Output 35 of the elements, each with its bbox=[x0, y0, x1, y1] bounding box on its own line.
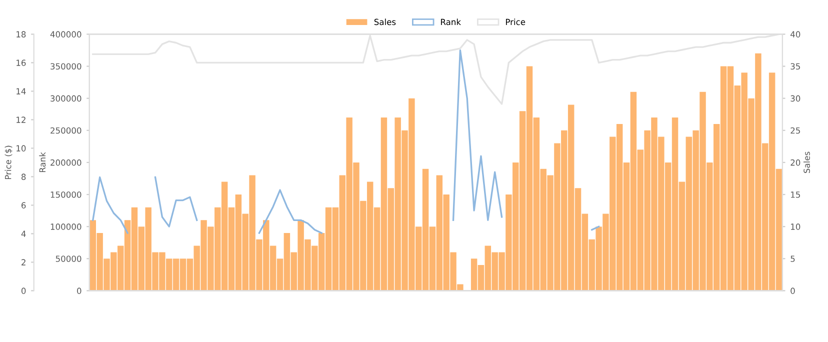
y2-tick-label: 15 bbox=[791, 192, 800, 198]
y-tick-label: 100000 bbox=[50, 224, 82, 230]
y2-tick-label: 10 bbox=[791, 224, 800, 230]
y2-tick-label: 20 bbox=[790, 159, 800, 166]
y3-tick-label: 10 bbox=[16, 145, 26, 152]
y-tick-label: 250000 bbox=[50, 127, 82, 134]
legend-label: Price bbox=[506, 18, 526, 26]
y-tick-label: 150000 bbox=[50, 191, 82, 198]
y2-tick-label: 25 bbox=[790, 127, 800, 134]
y2-tick-label: 40 bbox=[790, 31, 800, 38]
y-tick-label: 400000 bbox=[50, 31, 82, 38]
y2-tick-label: 5 bbox=[790, 256, 795, 262]
legend-label: Rank bbox=[441, 18, 462, 26]
y3-tick-label: 0 bbox=[21, 288, 26, 294]
y3-tick-label: 6 bbox=[22, 202, 26, 208]
y3-axis-title: Price ($) bbox=[4, 146, 12, 180]
y3-tick-label: 8 bbox=[21, 174, 26, 180]
y3-tick-label: 4 bbox=[21, 230, 26, 237]
legend-label: Sales bbox=[374, 18, 396, 26]
y3-tick-label: 14 bbox=[16, 88, 26, 94]
y3-tick-label: 2 bbox=[22, 259, 26, 266]
y2-tick-label: 30 bbox=[790, 95, 800, 102]
y-tick-label: 0 bbox=[77, 288, 82, 294]
line-series bbox=[92, 34, 780, 105]
y-tick-label: 50000 bbox=[56, 256, 82, 262]
y-tick-label: 350000 bbox=[50, 63, 82, 70]
y-tick-label: 300000 bbox=[50, 95, 82, 102]
y2-axis-title: Sales bbox=[803, 152, 810, 173]
y3-tick-label: 16 bbox=[16, 60, 26, 66]
y2-tick-label: 35 bbox=[790, 63, 800, 70]
y-axis-title: Rank bbox=[39, 152, 46, 172]
y-tick-label: 200000 bbox=[50, 159, 82, 166]
y2-tick-label: 0 bbox=[790, 288, 795, 294]
y3-tick-label: 12 bbox=[16, 116, 26, 123]
y3-tick-label: 18 bbox=[16, 31, 26, 38]
